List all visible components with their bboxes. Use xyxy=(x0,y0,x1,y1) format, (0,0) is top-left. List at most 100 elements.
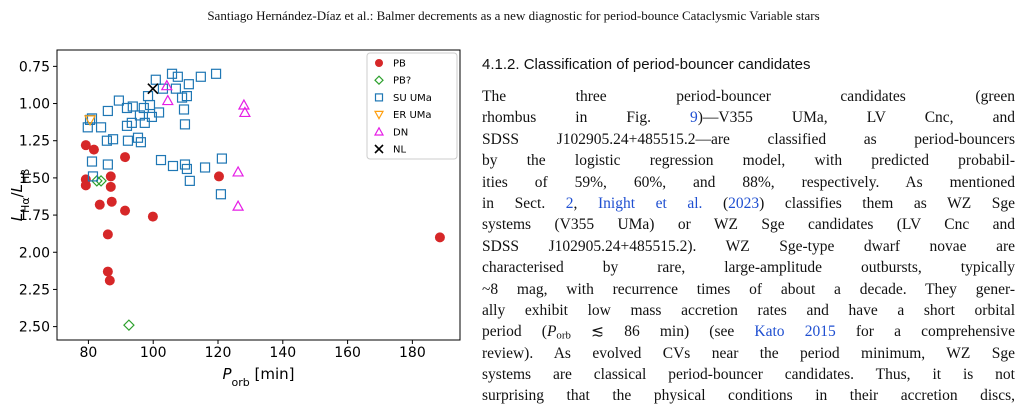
label-part: / xyxy=(8,191,26,197)
chart: 80 100 120 140 160 180 0.75 1.00 1.25 1.50 1.75 2.0… xyxy=(8,49,461,389)
point xyxy=(106,196,117,207)
x-tick-label: 80 xyxy=(80,345,98,361)
legend-label: DN xyxy=(393,127,408,138)
text-line: ally exhibit low mass accretion rates an… xyxy=(482,300,1015,321)
point xyxy=(374,75,384,86)
x-tick-label: 120 xyxy=(205,345,232,361)
text-run: period ( xyxy=(482,323,547,341)
legend-label: PB xyxy=(393,59,406,70)
x-tick-label: 140 xyxy=(269,345,296,361)
y-axis-label: LHα/LHβ xyxy=(8,169,32,222)
point xyxy=(147,211,158,222)
point xyxy=(105,171,116,182)
text-run: systems are classical period-bouncer can… xyxy=(482,366,1015,384)
point xyxy=(232,199,245,211)
label-part: [min] xyxy=(250,365,295,383)
point xyxy=(88,144,99,155)
point xyxy=(120,205,131,216)
text-run: SDSS J102905.24+485515.2). WZ Sge-type d… xyxy=(482,237,1015,255)
point xyxy=(167,160,179,172)
text-run: ) classifies them as WZ Sge xyxy=(759,194,1015,212)
legend-label: NL xyxy=(393,145,406,156)
point xyxy=(375,59,383,67)
point xyxy=(179,119,191,130)
point xyxy=(142,91,154,102)
text-run: P xyxy=(546,323,557,341)
point xyxy=(216,153,227,164)
text-line: The three period-bouncer candidates (gre… xyxy=(482,86,1015,107)
running-header: Santiago Hernández-Díaz et al.: Balmer d… xyxy=(207,8,820,23)
y-tick-label: 1.50 xyxy=(19,171,50,187)
paragraph: The three period-bouncer candidates (gre… xyxy=(482,86,1015,409)
text-run: ( xyxy=(702,194,729,212)
citation-link[interactable]: Inight et al. xyxy=(597,194,703,212)
legend-box xyxy=(366,52,458,160)
y-tick-label: 0.75 xyxy=(19,59,50,75)
x-tick-label: 160 xyxy=(334,345,361,361)
point xyxy=(127,101,138,112)
citation-link[interactable]: 2023 xyxy=(728,194,760,212)
text-run: characterised by rare, large-amplitude o… xyxy=(482,259,1015,277)
x-tick-label: 180 xyxy=(399,345,426,361)
text-run: orb xyxy=(556,330,571,342)
point xyxy=(121,120,133,131)
text-line: surprising that the physical conditions … xyxy=(482,385,1015,406)
text-run: , xyxy=(573,194,598,212)
point xyxy=(102,229,113,240)
y-tick-label: 2.50 xyxy=(19,320,50,336)
text-line: characterised by rare, large-amplitude o… xyxy=(482,257,1015,278)
text-line: by the logistic regression model, with p… xyxy=(482,150,1015,171)
text-run: review). As evolved CVs near the period … xyxy=(482,344,1015,362)
point xyxy=(210,68,222,79)
point xyxy=(157,83,169,94)
point xyxy=(161,94,174,106)
citation-link[interactable]: Kato 2015 xyxy=(754,323,836,341)
point xyxy=(232,165,245,177)
point xyxy=(82,122,93,133)
legend-label: PB? xyxy=(393,76,411,87)
x-tick-label: 100 xyxy=(140,345,167,361)
point xyxy=(80,140,91,151)
point xyxy=(172,71,183,82)
point xyxy=(150,74,161,85)
point xyxy=(101,135,112,146)
y-tick-label: 1.25 xyxy=(19,134,50,150)
label-part: L xyxy=(8,184,26,192)
label-part: P xyxy=(222,365,232,383)
text-run: rhombus in Fig. xyxy=(482,109,691,127)
point xyxy=(238,106,251,118)
point xyxy=(160,79,173,91)
text-run: surprising that the physical conditions … xyxy=(482,387,1015,405)
legend-label: SU UMa xyxy=(393,93,432,104)
text-run: ≲ 86 min) (see xyxy=(570,323,755,341)
point xyxy=(105,181,116,192)
point xyxy=(199,162,211,173)
point xyxy=(184,175,195,186)
point xyxy=(181,91,193,102)
point xyxy=(84,115,97,127)
point xyxy=(138,102,149,114)
label-part: Hα xyxy=(19,197,32,213)
y-tick-label: 2.25 xyxy=(19,282,50,298)
point xyxy=(155,154,167,166)
point xyxy=(178,104,190,115)
point xyxy=(107,134,119,145)
section-heading: 4.1.2. Classification of period-bouncer … xyxy=(482,56,811,73)
point xyxy=(104,275,115,286)
point xyxy=(166,68,178,79)
citation-link[interactable]: 2 xyxy=(565,194,574,212)
point xyxy=(90,175,103,187)
citation-link[interactable]: 9 xyxy=(690,109,698,127)
point xyxy=(86,156,98,167)
text-line: systems are classical period-bouncer can… xyxy=(482,364,1015,385)
text-line: review). As evolved CVs near the period … xyxy=(482,343,1015,364)
y-tick-label: 2.00 xyxy=(19,245,50,261)
point xyxy=(183,79,194,90)
text-line: systems (V355 UMa) or WZ Sge candidates … xyxy=(482,214,1015,235)
text-run: ~8 mag, with recurrence times of about a… xyxy=(482,280,1015,298)
label-part: L xyxy=(8,213,26,221)
text-run: SDSS J102905.24+485515.2—are classified … xyxy=(482,130,1015,148)
point xyxy=(195,71,206,82)
point xyxy=(122,135,134,146)
